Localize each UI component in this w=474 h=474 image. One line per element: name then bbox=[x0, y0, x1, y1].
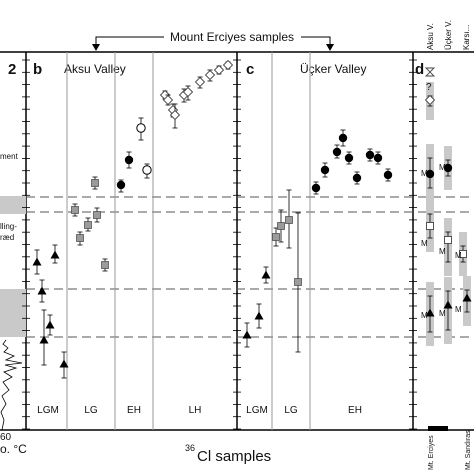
square-marker bbox=[93, 211, 101, 219]
panel-title-b: Aksu Valley bbox=[64, 62, 126, 76]
diamond-marker bbox=[213, 64, 225, 76]
circle-marker bbox=[344, 153, 354, 163]
top-arrow-right bbox=[326, 44, 334, 51]
temperature-curve bbox=[0, 339, 23, 431]
top-title-group: Mount Erciyes samples bbox=[92, 30, 334, 51]
top-bracket-left bbox=[95, 36, 164, 49]
panel-title-c: Üçker Valley bbox=[300, 62, 366, 76]
triangle-marker bbox=[261, 270, 271, 279]
square-marker bbox=[285, 216, 293, 224]
bottom-label-erciyes: Mt. Erciyes bbox=[428, 435, 435, 470]
open-circle-marker bbox=[142, 165, 152, 175]
triangle-marker bbox=[425, 308, 435, 317]
open-circle-marker bbox=[136, 123, 146, 133]
circle-marker bbox=[352, 173, 362, 183]
diamond-marker bbox=[424, 94, 436, 106]
left-text-2a: lling- bbox=[0, 222, 17, 231]
panel-letter-b: b bbox=[33, 61, 42, 78]
diamond-marker bbox=[182, 86, 194, 98]
column-label-aksu: Aksu V. bbox=[426, 23, 435, 50]
period-label: LG bbox=[284, 405, 298, 416]
left-panel-number: 2 bbox=[8, 61, 16, 78]
panel-d-column-labels: Aksu V. Üçker V. Karsı... Mt. Erciyes Mt… bbox=[426, 20, 472, 470]
square-marker bbox=[277, 222, 285, 230]
mean-label: M bbox=[439, 309, 446, 318]
mean-label: M bbox=[421, 311, 428, 320]
diamond-marker bbox=[194, 76, 206, 88]
circle-marker bbox=[383, 170, 393, 180]
open-square-marker bbox=[426, 222, 434, 230]
left-partial-panel: 2 ment lling- ræd 60 o. °C bbox=[0, 61, 27, 456]
circle-marker bbox=[116, 180, 126, 190]
erciyes-bar bbox=[428, 426, 448, 431]
shaded-band-lower bbox=[0, 289, 26, 337]
square-marker bbox=[294, 278, 302, 286]
triangle-marker bbox=[45, 320, 55, 329]
top-title: Mount Erciyes samples bbox=[170, 30, 294, 44]
chart-marks: b Aksu Valley LGM LG EH LH c Üçker Valley LGM LG E… bbox=[22, 52, 474, 430]
square-marker bbox=[71, 206, 79, 214]
triangle-marker bbox=[462, 293, 472, 302]
left-text-1: ment bbox=[0, 152, 19, 161]
circle-marker bbox=[338, 133, 348, 143]
square-marker bbox=[272, 233, 280, 241]
column-label-karsi: Karsı... bbox=[462, 25, 471, 50]
circle-marker bbox=[332, 147, 342, 157]
period-label: LGM bbox=[37, 405, 59, 416]
square-marker bbox=[84, 221, 92, 229]
mean-label: M bbox=[455, 305, 462, 314]
circle-marker bbox=[443, 163, 453, 173]
panel-letter-d: d bbox=[415, 61, 424, 78]
period-label: LGM bbox=[246, 405, 268, 416]
circle-marker bbox=[320, 165, 330, 175]
mean-label: M bbox=[421, 169, 428, 178]
triangle-marker bbox=[242, 330, 252, 339]
x-label-superscript: 36 bbox=[185, 443, 195, 453]
triangle-marker bbox=[37, 286, 47, 295]
x-label-main: Cl samples bbox=[197, 448, 271, 465]
bottom-label-sandiras: Mt. Sandıras bbox=[465, 430, 472, 470]
circle-marker bbox=[365, 150, 375, 160]
period-label: LH bbox=[189, 405, 202, 416]
top-arrow-left bbox=[92, 44, 100, 51]
triangle-marker bbox=[39, 335, 49, 344]
square-marker bbox=[91, 179, 99, 187]
hourglass-marker bbox=[424, 67, 436, 77]
mean-label: M bbox=[455, 251, 462, 260]
panel-letter-c: c bbox=[246, 61, 254, 78]
circle-marker bbox=[311, 183, 321, 193]
mean-label: M bbox=[421, 239, 428, 248]
triangle-marker bbox=[254, 311, 264, 320]
x-axis-label: 36 Cl samples bbox=[185, 443, 271, 465]
circle-marker bbox=[124, 155, 134, 165]
figure-frame bbox=[0, 51, 474, 431]
circle-marker bbox=[373, 153, 383, 163]
circle-marker bbox=[425, 169, 435, 179]
period-label: EH bbox=[348, 405, 362, 416]
left-axis-end: 60 bbox=[0, 432, 12, 443]
square-marker bbox=[101, 261, 109, 269]
mean-label: M bbox=[439, 247, 446, 256]
left-axis-label: o. °C bbox=[0, 442, 27, 456]
square-marker bbox=[76, 234, 84, 242]
period-label: EH bbox=[127, 405, 141, 416]
top-bracket-right bbox=[301, 36, 331, 49]
open-square-marker bbox=[459, 250, 467, 258]
question-mark: ? bbox=[426, 82, 432, 93]
left-text-2b: ræd bbox=[0, 233, 14, 242]
diamond-marker bbox=[169, 109, 181, 121]
diamond-marker bbox=[222, 59, 234, 71]
open-square-marker bbox=[444, 236, 452, 244]
shaded-band-upper bbox=[0, 196, 26, 214]
mean-label: M bbox=[439, 163, 446, 172]
triangle-marker bbox=[443, 300, 453, 309]
period-label: LG bbox=[84, 405, 98, 416]
triangle-marker bbox=[32, 257, 42, 266]
triangle-marker bbox=[50, 250, 60, 259]
triangle-marker bbox=[59, 359, 69, 368]
diamond-marker bbox=[204, 69, 216, 81]
diamond-marker bbox=[162, 94, 174, 106]
column-label-ucker: Üçker V. bbox=[444, 20, 453, 50]
